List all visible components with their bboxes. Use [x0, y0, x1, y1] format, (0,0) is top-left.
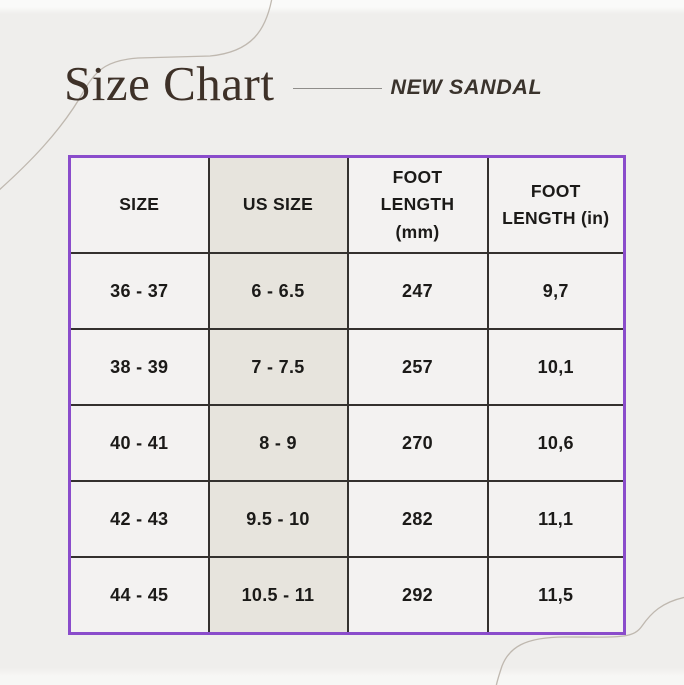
column-header-foot-length-mm: FOOT LENGTH (mm)	[346, 155, 489, 254]
cell-foot-length-mm: 257	[346, 328, 489, 406]
cell-us-size: 6 - 6.5	[207, 252, 349, 330]
cell-foot-length-in: 9,7	[486, 252, 626, 330]
cell-size: 36 - 37	[68, 252, 210, 330]
table-row: 36 - 37 6 - 6.5 247 9,7	[68, 252, 626, 330]
page-header: Size Chart NEW SANDAL	[64, 57, 542, 111]
page-subtitle: NEW SANDAL	[390, 74, 543, 99]
table-row: 40 - 41 8 - 9 270 10,6	[68, 404, 626, 482]
title-divider-line	[293, 88, 383, 90]
cell-size: 40 - 41	[68, 404, 210, 482]
cell-foot-length-in: 10,6	[486, 404, 626, 482]
cell-foot-length-mm: 247	[346, 252, 489, 330]
column-header-foot-length-in: FOOT LENGTH (in)	[486, 155, 626, 254]
cell-us-size: 10.5 - 11	[207, 556, 349, 635]
table-header-row: SIZE US SIZE FOOT LENGTH (mm) FOOT LENGT…	[68, 155, 626, 254]
table-row: 42 - 43 9.5 - 10 282 11,1	[68, 480, 626, 558]
cell-foot-length-in: 11,5	[486, 556, 626, 635]
cell-us-size: 8 - 9	[207, 404, 349, 482]
cell-foot-length-in: 10,1	[486, 328, 626, 406]
cell-size: 38 - 39	[68, 328, 210, 406]
cell-foot-length-in: 11,1	[486, 480, 626, 558]
size-chart-table: SIZE US SIZE FOOT LENGTH (mm) FOOT LENGT…	[68, 155, 626, 635]
cell-us-size: 7 - 7.5	[207, 328, 349, 406]
page-title: Size Chart	[64, 56, 275, 111]
table-row: 44 - 45 10.5 - 11 292 11,5	[68, 556, 626, 635]
column-header-us-size: US SIZE	[207, 155, 349, 254]
cell-foot-length-mm: 292	[346, 556, 489, 635]
cell-size: 42 - 43	[68, 480, 210, 558]
cell-us-size: 9.5 - 10	[207, 480, 349, 558]
cell-foot-length-mm: 282	[346, 480, 489, 558]
column-header-size: SIZE	[68, 155, 210, 254]
cell-size: 44 - 45	[68, 556, 210, 635]
cell-foot-length-mm: 270	[346, 404, 489, 482]
table-row: 38 - 39 7 - 7.5 257 10,1	[68, 328, 626, 406]
